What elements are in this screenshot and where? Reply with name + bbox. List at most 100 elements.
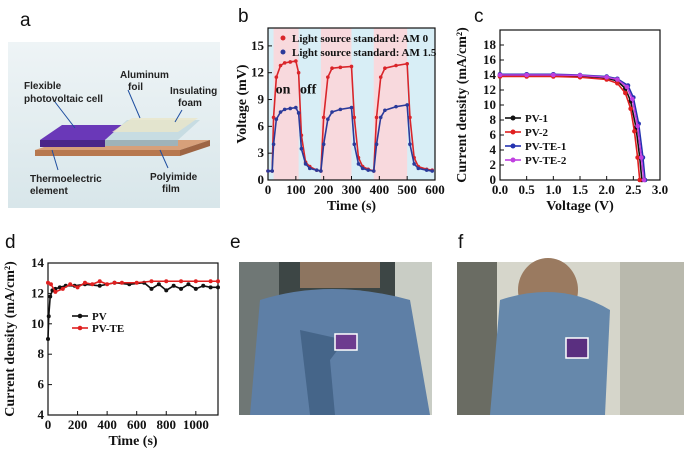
data-point-b-1-26 — [383, 108, 387, 113]
data-point-b-1-16 — [330, 110, 334, 114]
label-te-2: element — [30, 186, 68, 197]
data-point-b-0-3 — [274, 75, 279, 79]
legend-marker-d-1 — [77, 325, 83, 331]
data-point-c-1-8 — [632, 128, 637, 134]
data-point-d-0-17 — [179, 286, 184, 291]
y-tick-label-c-7: 14 — [483, 67, 497, 82]
data-point-c-1-6 — [623, 90, 628, 96]
legend-marker-d-0 — [77, 313, 83, 319]
panel-label-c: c — [474, 6, 484, 27]
y-tick-label-b-5: 15 — [251, 38, 265, 53]
data-point-d-0-1 — [46, 314, 51, 319]
label-pv-cell-2: photovoltaic cell — [24, 94, 103, 105]
y-tick-label-c-4: 8 — [490, 112, 497, 127]
data-point-b-0-14 — [321, 115, 326, 120]
y-tick-label-d-0: 4 — [38, 407, 45, 422]
data-point-b-1-14 — [321, 142, 326, 147]
data-point-b-1-25 — [378, 115, 383, 120]
x-tick-label-d-0: 0 — [45, 417, 52, 432]
panel-label-a: a — [20, 10, 31, 31]
data-point-b-0-16 — [330, 66, 334, 71]
legend-marker-c-1 — [510, 129, 516, 135]
label-aluminum-2: foil — [128, 82, 143, 93]
label-polyimide-2: film — [162, 184, 180, 195]
data-point-b-0-24 — [374, 115, 379, 120]
data-point-d-0-18 — [186, 282, 191, 287]
data-point-b-1-32 — [424, 168, 429, 172]
data-point-d-1-0 — [46, 280, 50, 285]
data-point-d-1-10 — [112, 280, 117, 285]
data-point-b-0-27 — [394, 63, 398, 68]
y-axis-label-c: Current density (mA/cm²) — [455, 27, 470, 183]
y-tick-label-d-5: 14 — [31, 255, 45, 270]
data-point-d-1-18 — [216, 279, 220, 284]
data-point-b-1-18 — [349, 105, 354, 110]
data-point-d-1-13 — [149, 279, 154, 284]
legend-marker-c-3 — [510, 157, 516, 163]
y-tick-label-b-3: 9 — [258, 92, 265, 107]
annotation-off: off — [300, 82, 317, 97]
data-point-b-1-17 — [338, 107, 343, 112]
x-tick-label-d-2: 400 — [97, 417, 117, 432]
data-point-b-0-4 — [278, 63, 283, 68]
y-tick-label-c-3: 6 — [490, 127, 497, 142]
x-tick-label-c-6: 3.0 — [652, 182, 668, 197]
x-tick-label-c-5: 2.5 — [625, 182, 642, 197]
data-point-b-1-1 — [270, 169, 274, 173]
y-tick-label-b-1: 3 — [258, 145, 265, 160]
data-point-d-0-15 — [164, 288, 169, 293]
data-point-b-1-10 — [303, 162, 308, 166]
data-point-c-3-5 — [615, 77, 620, 82]
data-point-d-0-0 — [46, 337, 50, 341]
data-point-b-1-27 — [394, 104, 398, 109]
legend-marker-c-2 — [510, 143, 516, 149]
data-point-d-1-15 — [179, 279, 184, 284]
data-point-b-1-23 — [371, 169, 376, 173]
schematic-panel-a: Flexible photovoltaic cell Aluminum foil… — [8, 42, 220, 208]
data-point-b-1-2 — [271, 142, 276, 147]
data-point-c-3-0 — [497, 72, 503, 78]
panel-label-b: b — [238, 6, 249, 27]
data-point-c-3-6 — [624, 84, 630, 90]
label-foam-2: foam — [178, 98, 202, 109]
data-point-b-1-4 — [278, 110, 283, 114]
data-point-d-1-6 — [82, 280, 87, 285]
x-tick-label-b-0: 0 — [265, 182, 272, 197]
data-point-d-0-13 — [149, 286, 154, 291]
data-point-d-0-22 — [216, 285, 220, 290]
data-point-b-1-30 — [412, 162, 416, 166]
data-point-b-0-2 — [271, 115, 276, 120]
data-point-b-1-8 — [296, 111, 301, 115]
y-tick-label-c-2: 4 — [490, 142, 497, 157]
data-point-b-1-11 — [307, 166, 312, 171]
legend-label-d-0: PV — [92, 311, 107, 323]
data-point-c-1-9 — [635, 155, 640, 160]
x-tick-label-d-4: 800 — [157, 417, 177, 432]
data-point-b-1-28 — [405, 103, 409, 107]
y-tick-label-c-5: 10 — [483, 97, 496, 112]
legend-marker-b-0 — [280, 35, 286, 41]
data-point-d-1-14 — [164, 279, 169, 284]
data-point-c-3-3 — [577, 73, 583, 78]
y-tick-label-c-9: 18 — [483, 37, 497, 52]
data-point-d-1-12 — [134, 280, 139, 285]
data-point-d-1-8 — [97, 279, 102, 284]
data-point-d-0-2 — [48, 294, 53, 299]
data-point-b-0-28 — [405, 61, 409, 66]
x-tick-label-b-6: 600 — [425, 182, 445, 197]
data-point-b-0-18 — [349, 64, 354, 69]
legend-label-b-0: Light source standard: AM 0 — [292, 33, 429, 45]
data-point-b-1-5 — [282, 107, 287, 112]
data-point-c-3-2 — [551, 72, 556, 78]
data-point-d-0-20 — [201, 283, 206, 288]
light-on-band-1 — [320, 28, 352, 180]
data-point-d-1-16 — [193, 279, 198, 284]
data-point-b-1-7 — [294, 105, 298, 110]
y-tick-label-d-4: 12 — [31, 285, 44, 300]
label-foam: Insulating — [170, 86, 217, 97]
data-point-b-1-15 — [326, 117, 330, 121]
data-point-d-1-11 — [119, 280, 124, 285]
